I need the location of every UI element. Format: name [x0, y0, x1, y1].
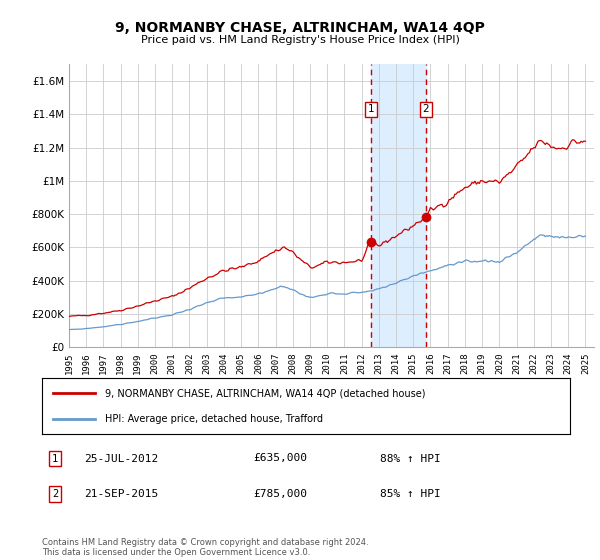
Text: 2: 2 [52, 489, 58, 499]
Text: HPI: Average price, detached house, Trafford: HPI: Average price, detached house, Traf… [106, 414, 323, 424]
Text: £635,000: £635,000 [253, 454, 307, 464]
Text: £785,000: £785,000 [253, 489, 307, 499]
Text: 88% ↑ HPI: 88% ↑ HPI [380, 454, 440, 464]
Text: Price paid vs. HM Land Registry's House Price Index (HPI): Price paid vs. HM Land Registry's House … [140, 35, 460, 45]
Text: Contains HM Land Registry data © Crown copyright and database right 2024.
This d: Contains HM Land Registry data © Crown c… [42, 538, 368, 557]
Text: 9, NORMANBY CHASE, ALTRINCHAM, WA14 4QP (detached house): 9, NORMANBY CHASE, ALTRINCHAM, WA14 4QP … [106, 388, 426, 398]
Text: 1: 1 [52, 454, 58, 464]
Text: 21-SEP-2015: 21-SEP-2015 [84, 489, 158, 499]
Text: 25-JUL-2012: 25-JUL-2012 [84, 454, 158, 464]
Text: 1: 1 [368, 104, 374, 114]
Text: 2: 2 [422, 104, 429, 114]
Bar [371, 64, 425, 347]
Text: 85% ↑ HPI: 85% ↑ HPI [380, 489, 440, 499]
Text: 9, NORMANBY CHASE, ALTRINCHAM, WA14 4QP: 9, NORMANBY CHASE, ALTRINCHAM, WA14 4QP [115, 21, 485, 35]
